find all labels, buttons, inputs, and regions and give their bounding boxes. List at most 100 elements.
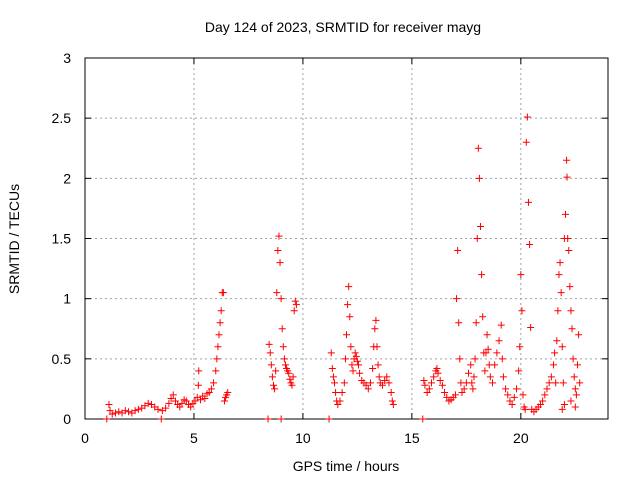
data-point [219, 289, 227, 297]
data-point [178, 399, 186, 407]
data-point [340, 379, 348, 387]
data-point [543, 385, 551, 393]
data-point [477, 222, 485, 230]
data-point [383, 373, 391, 381]
data-point [559, 379, 567, 387]
data-point [277, 415, 285, 423]
data-point [527, 324, 535, 332]
data-point [498, 355, 506, 363]
data-point [518, 307, 526, 315]
data-point [567, 397, 575, 405]
data-point [353, 357, 361, 365]
data-point [557, 289, 565, 297]
data-point [272, 367, 280, 375]
data-point [276, 259, 284, 267]
chart-title: Day 124 of 2023, SRMTID for receiver may… [205, 19, 481, 35]
data-point [292, 301, 300, 309]
data-point [205, 389, 213, 397]
data-point [373, 343, 381, 351]
data-point [575, 331, 583, 339]
x-axis-ticks: 0 5 10 15 20 [81, 58, 529, 446]
data-point [562, 210, 570, 218]
data-point [455, 319, 463, 327]
data-point [207, 385, 215, 393]
data-point [378, 381, 386, 389]
data-point [387, 389, 395, 397]
data-point [215, 331, 223, 339]
data-point [451, 391, 459, 399]
data-point [194, 381, 202, 389]
grid [85, 58, 608, 419]
data-point [434, 369, 442, 377]
data-point [325, 415, 333, 423]
y-axis-ticks: 0 0.5 1 1.5 2 2.5 3 [52, 50, 608, 427]
data-point [187, 403, 195, 411]
data-point [169, 391, 177, 399]
x-tick-label: 0 [81, 430, 89, 446]
data-point [493, 349, 501, 357]
data-point [569, 355, 577, 363]
data-point [495, 337, 503, 345]
data-point [516, 343, 524, 351]
data-point [568, 325, 576, 333]
data-point [375, 373, 383, 381]
data-point [290, 307, 298, 315]
data-point [512, 385, 520, 393]
data-point [468, 379, 476, 387]
data-point [499, 373, 507, 381]
y-tick-label: 0.5 [52, 351, 72, 367]
data-point [453, 295, 461, 303]
data-point [354, 361, 362, 369]
data-point [131, 407, 139, 415]
data-point [351, 349, 359, 357]
data-point [567, 307, 575, 315]
data-point [374, 361, 382, 369]
data-point [491, 361, 499, 369]
data-point [336, 397, 344, 405]
data-point [345, 283, 353, 291]
data-point [212, 367, 220, 375]
data-point [366, 379, 374, 387]
data-point [469, 385, 477, 393]
data-point [279, 343, 287, 351]
data-point [541, 391, 549, 399]
data-point [214, 343, 222, 351]
data-point [570, 373, 578, 381]
data-point [334, 401, 342, 409]
data-point [171, 397, 179, 405]
data-point [427, 379, 435, 387]
data-point [563, 156, 571, 164]
data-point [539, 397, 547, 405]
data-point [472, 319, 480, 327]
y-tick-label: 0 [63, 411, 71, 427]
data-point [524, 198, 532, 206]
data-point [162, 404, 170, 412]
data-point [388, 397, 396, 405]
data-point [517, 271, 525, 279]
data-point [564, 235, 572, 242]
data-point [508, 401, 516, 409]
data-point [176, 403, 184, 411]
data-point [278, 325, 286, 333]
data-point [280, 355, 288, 363]
data-point [456, 355, 464, 363]
data-points [103, 113, 584, 423]
data-point [331, 379, 339, 387]
data-point [167, 395, 175, 403]
data-point [465, 369, 473, 377]
data-point [471, 355, 479, 363]
data-point [289, 373, 297, 381]
data-point [381, 376, 389, 384]
data-point [346, 313, 354, 321]
data-point [554, 307, 562, 315]
data-point [348, 361, 356, 369]
data-point [436, 376, 444, 384]
data-point [362, 381, 370, 389]
data-point [560, 401, 568, 409]
data-point [343, 331, 350, 339]
data-point [108, 410, 116, 418]
data-point [566, 283, 574, 291]
x-axis-title: GPS time / hours [293, 458, 400, 474]
data-point [433, 364, 441, 372]
data-point [454, 247, 462, 255]
